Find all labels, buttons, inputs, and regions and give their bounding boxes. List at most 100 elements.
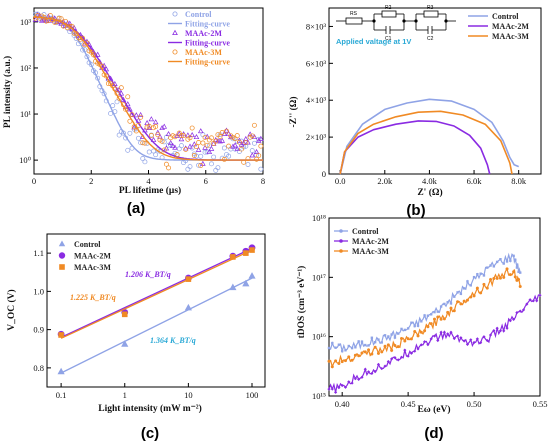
data-point-c [185,276,192,282]
data-point-d [439,305,443,308]
data-point-d [354,346,357,349]
data-point-a [116,132,122,138]
data-point-d [446,332,450,336]
data-point-d [430,313,433,316]
y-tick-label-a: 10⁰ [19,155,32,165]
data-point-d [512,254,515,258]
plot-frame-c [46,233,266,388]
legend-label-c: MAAc-3M [74,263,111,272]
data-point-a [116,95,122,101]
data-point-d [479,272,482,275]
data-point-d [334,346,337,349]
data-point-a [256,136,262,142]
slope-annotation-c: 1.225 K_BT/q [70,293,116,302]
legend-label-b: Control [492,12,519,21]
panel-label-c: (c) [141,425,159,442]
x-tick-label-c: 1 [123,390,127,400]
legend-marker-a [172,49,178,55]
data-point-a [200,140,206,146]
data-point-c [243,250,249,256]
y-tick-label-c: 0.8 [33,363,44,373]
data-point-a [221,145,227,151]
data-point-d [377,338,380,341]
data-point-d [459,302,463,306]
y-tick-label-b: 8×10³ [306,21,327,31]
data-point-d [514,258,517,261]
data-point-a [43,18,49,24]
data-point-d [449,306,453,310]
data-point-d [364,343,367,347]
data-point-d [353,377,357,381]
data-point-d [423,340,427,344]
data-point-a [148,133,154,138]
data-point-d [396,358,400,362]
data-point-d [403,328,407,332]
data-point-a [114,99,120,105]
data-point-d [390,333,393,336]
xlabel-a: PL lifetime (μs) [119,185,181,196]
data-point-a [254,156,260,162]
data-point-d [419,343,423,347]
data-point-d [383,364,387,368]
circuit-node-2 [402,19,406,23]
data-point-a [228,134,234,140]
data-point-d [472,340,476,345]
data-point-a [253,148,260,155]
data-point-a [187,164,193,169]
data-point-d [370,352,374,356]
data-point-a [90,52,96,58]
data-point-d [406,327,410,330]
data-point-d [397,332,400,335]
data-point-a [136,135,141,141]
data-point-a [178,136,185,142]
data-point-d [505,260,509,263]
data-point-d [406,354,410,358]
data-point-a [202,135,208,140]
data-point-d [465,342,470,347]
data-point-d [327,359,331,363]
data-point-d [337,343,341,346]
data-point-d [538,293,542,297]
y-tick-label-c: 1.0 [33,286,44,296]
data-point-a [221,130,228,136]
data-point-d [512,270,516,274]
nyquist-line-b [339,98,519,175]
slope-annotation-c: 1.206 K_BT/q [125,270,171,279]
data-point-d [476,273,479,276]
data-point-d [512,317,516,321]
data-point-a [127,130,133,136]
x-tick-label-b: 0.0 [335,176,346,186]
data-point-d [462,287,466,290]
data-point-d [508,273,512,277]
data-point-d [376,362,381,367]
data-point-d [416,347,420,351]
data-point-d [353,353,357,357]
data-point-a [155,129,161,135]
data-point-d [396,345,400,349]
data-point-d [449,330,453,334]
data-point-a [251,133,258,140]
data-point-a [213,167,219,173]
data-point-a [209,161,214,167]
x-tick-label-c: 0.1 [56,390,67,400]
data-point-d [426,314,430,317]
data-point-a [219,130,225,135]
legend-label-a: Fitting-curve [185,20,230,29]
data-point-a [193,133,200,140]
data-point-d [509,259,512,262]
data-point-a [133,112,140,118]
data-point-a [88,62,94,68]
data-point-a [48,13,53,19]
data-point-a [251,140,257,146]
data-point-d [350,358,354,362]
data-point-d [413,324,416,328]
data-point-d [429,322,433,326]
data-point-a [209,135,214,141]
data-point-d [517,270,520,274]
circuit-node-3 [414,19,418,23]
data-point-c [57,367,65,375]
data-point-d [495,260,499,264]
y-tick-label-a: 10¹ [20,109,32,119]
circuit-label-r3: R3 [427,5,434,11]
data-point-d [393,336,397,339]
